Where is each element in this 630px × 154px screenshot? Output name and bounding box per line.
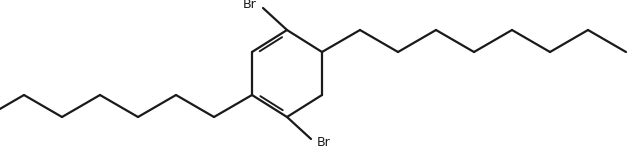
Text: Br: Br [243, 0, 257, 12]
Text: Br: Br [317, 136, 331, 148]
